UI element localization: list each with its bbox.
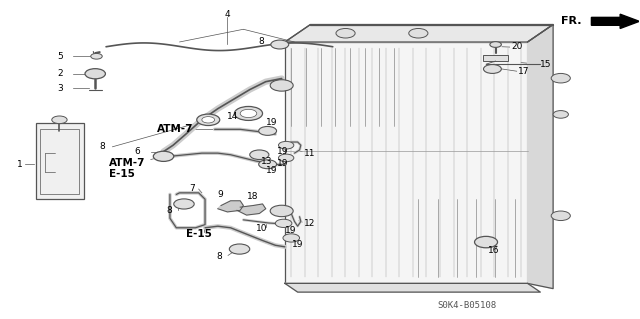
Circle shape [275,219,292,227]
Text: 10: 10 [256,224,268,233]
Text: 11: 11 [304,149,316,158]
Circle shape [409,28,428,38]
Text: 9: 9 [218,190,223,199]
Circle shape [278,154,294,162]
Text: 20: 20 [511,42,523,51]
Bar [40,129,79,195]
Text: 12: 12 [304,219,316,227]
Polygon shape [218,201,243,212]
Circle shape [173,199,194,209]
Text: 8: 8 [167,206,173,215]
Text: 16: 16 [488,246,499,255]
Text: E-15: E-15 [186,229,212,239]
Circle shape [551,211,570,220]
Circle shape [271,40,289,49]
Circle shape [259,126,276,135]
Text: 4: 4 [225,11,230,19]
Text: 8: 8 [258,37,264,46]
Circle shape [283,234,300,242]
Text: 19: 19 [266,166,277,175]
Circle shape [202,117,214,123]
Polygon shape [285,42,527,283]
Bar [36,123,84,199]
Polygon shape [285,25,553,42]
Text: 18: 18 [246,191,258,201]
Text: 7: 7 [189,184,195,193]
Circle shape [278,141,294,149]
Circle shape [240,109,257,118]
Polygon shape [237,204,266,215]
Circle shape [196,114,220,125]
Text: S0K4-B05108: S0K4-B05108 [437,301,497,310]
Circle shape [85,69,106,79]
Circle shape [52,116,67,123]
Circle shape [483,64,501,73]
Text: 19: 19 [276,147,288,156]
Circle shape [270,80,293,91]
Text: 19: 19 [292,240,303,249]
Circle shape [250,150,269,160]
Text: ATM-7: ATM-7 [157,124,194,134]
Circle shape [270,205,293,217]
Circle shape [154,151,173,161]
Circle shape [234,107,262,121]
Circle shape [229,244,250,254]
Circle shape [336,28,355,38]
Text: 19: 19 [276,159,288,168]
Circle shape [474,236,497,248]
Bar [483,55,508,61]
Text: 19: 19 [266,118,277,128]
Text: 19: 19 [285,226,296,234]
Text: FR.: FR. [561,16,582,26]
Circle shape [91,53,102,59]
Circle shape [259,160,276,169]
Polygon shape [527,25,553,289]
Text: 8: 8 [100,142,106,151]
Polygon shape [285,283,540,292]
Text: 6: 6 [135,147,141,156]
Circle shape [553,111,568,118]
Text: 1: 1 [17,160,22,169]
Circle shape [551,73,570,83]
Text: 5: 5 [57,52,63,61]
Text: E-15: E-15 [109,169,135,179]
Text: 2: 2 [57,69,63,78]
Text: ATM-7: ATM-7 [109,158,146,168]
Text: 13: 13 [261,157,273,166]
FancyArrow shape [591,14,639,28]
Text: 15: 15 [540,60,552,69]
Text: 8: 8 [216,252,221,261]
Text: 17: 17 [518,67,529,76]
Text: 14: 14 [227,112,239,121]
Circle shape [490,42,501,48]
Text: 3: 3 [57,84,63,93]
